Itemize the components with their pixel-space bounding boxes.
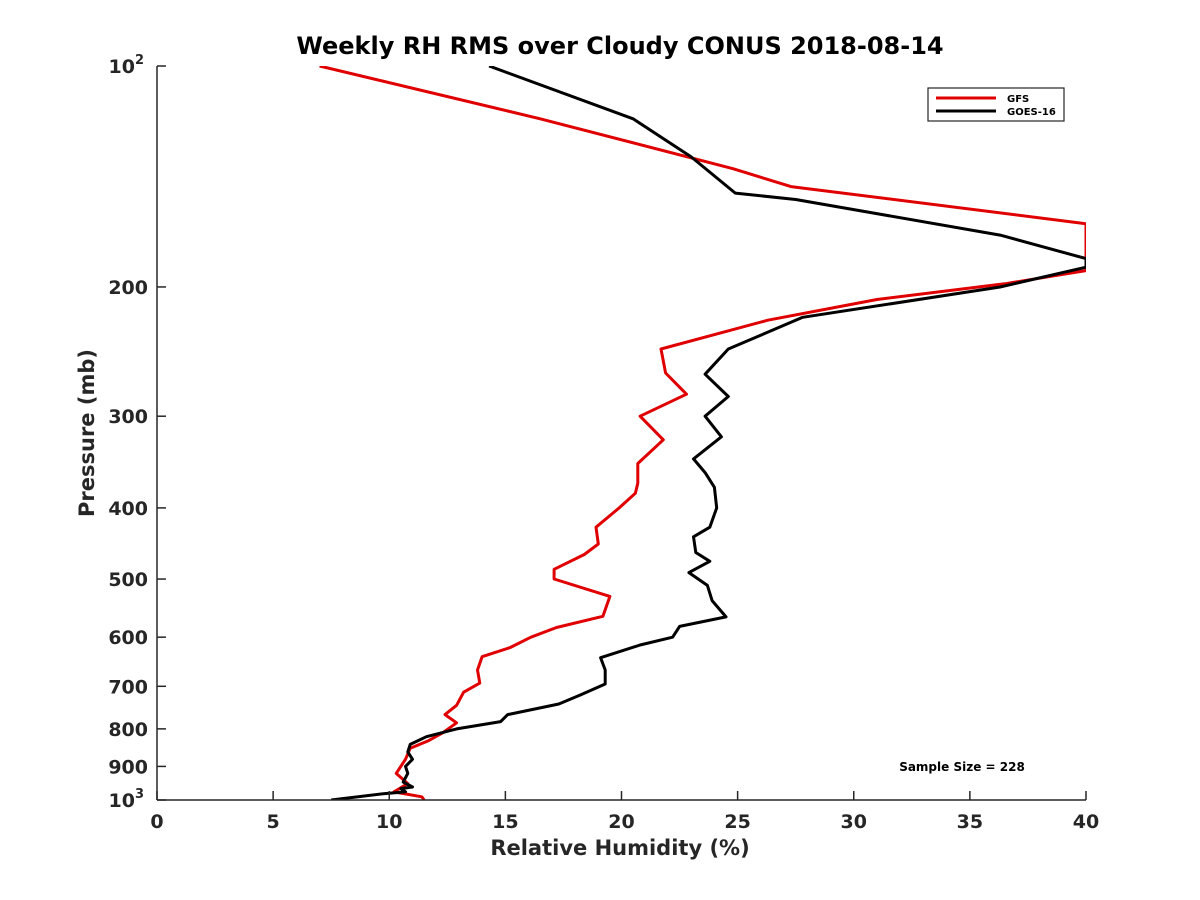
- y-tick-label: 103: [109, 787, 145, 812]
- y-tick-label-base: 200: [108, 277, 148, 299]
- y-tick-label-base: 500: [108, 569, 148, 591]
- legend-label: GOES-16: [1007, 107, 1056, 118]
- x-tick-label: 20: [608, 811, 634, 833]
- x-axis-label: Relative Humidity (%): [490, 836, 749, 860]
- y-tick-label-exponent: 3: [135, 787, 144, 802]
- y-tick-label: 800: [108, 719, 148, 741]
- y-tick-label: 600: [108, 627, 148, 649]
- chart-title: Weekly RH RMS over Cloudy CONUS 2018-08-…: [296, 32, 943, 60]
- y-tick-label-base: 10: [109, 56, 135, 78]
- x-tick-label: 0: [150, 811, 163, 833]
- legend-label: GFS: [1007, 94, 1029, 105]
- x-tick-label: 15: [492, 811, 518, 833]
- x-tick-label: 30: [841, 811, 867, 833]
- series-line-goes-16: [331, 66, 1086, 800]
- y-tick-label-base: 600: [108, 627, 148, 649]
- legend[interactable]: GFS GOES-16: [927, 87, 1065, 122]
- y-tick-label-base: 700: [108, 676, 148, 698]
- y-tick-label-exponent: 2: [135, 53, 144, 68]
- plot-area: [319, 66, 1086, 800]
- y-tick-label: 300: [108, 406, 148, 428]
- y-axis-label: Pressure (mb): [75, 349, 99, 517]
- y-tick-label-base: 800: [108, 719, 148, 741]
- legend-box: [927, 87, 1065, 122]
- x-tick-label: 5: [267, 811, 280, 833]
- y-tick-label: 200: [108, 277, 148, 299]
- x-tick-label: 25: [724, 811, 750, 833]
- axes: 0 5 10 15 20 25 30 35 40102200300400500600700800…: [108, 53, 1099, 833]
- y-tick-label-base: 900: [108, 756, 148, 778]
- series-line-gfs: [319, 66, 1086, 800]
- x-tick-label: 10: [376, 811, 402, 833]
- y-tick-label: 900: [108, 756, 148, 778]
- y-tick-label: 500: [108, 569, 148, 591]
- y-tick-label-base: 400: [108, 498, 148, 520]
- y-tick-label: 102: [109, 53, 145, 78]
- x-tick-label: 35: [957, 811, 983, 833]
- sample-size-annotation: Sample Size = 228: [899, 760, 1025, 774]
- y-tick-label-base: 300: [108, 406, 148, 428]
- y-tick-label: 700: [108, 676, 148, 698]
- y-tick-label-base: 10: [109, 790, 135, 812]
- x-tick-label: 40: [1073, 811, 1099, 833]
- y-tick-label: 400: [108, 498, 148, 520]
